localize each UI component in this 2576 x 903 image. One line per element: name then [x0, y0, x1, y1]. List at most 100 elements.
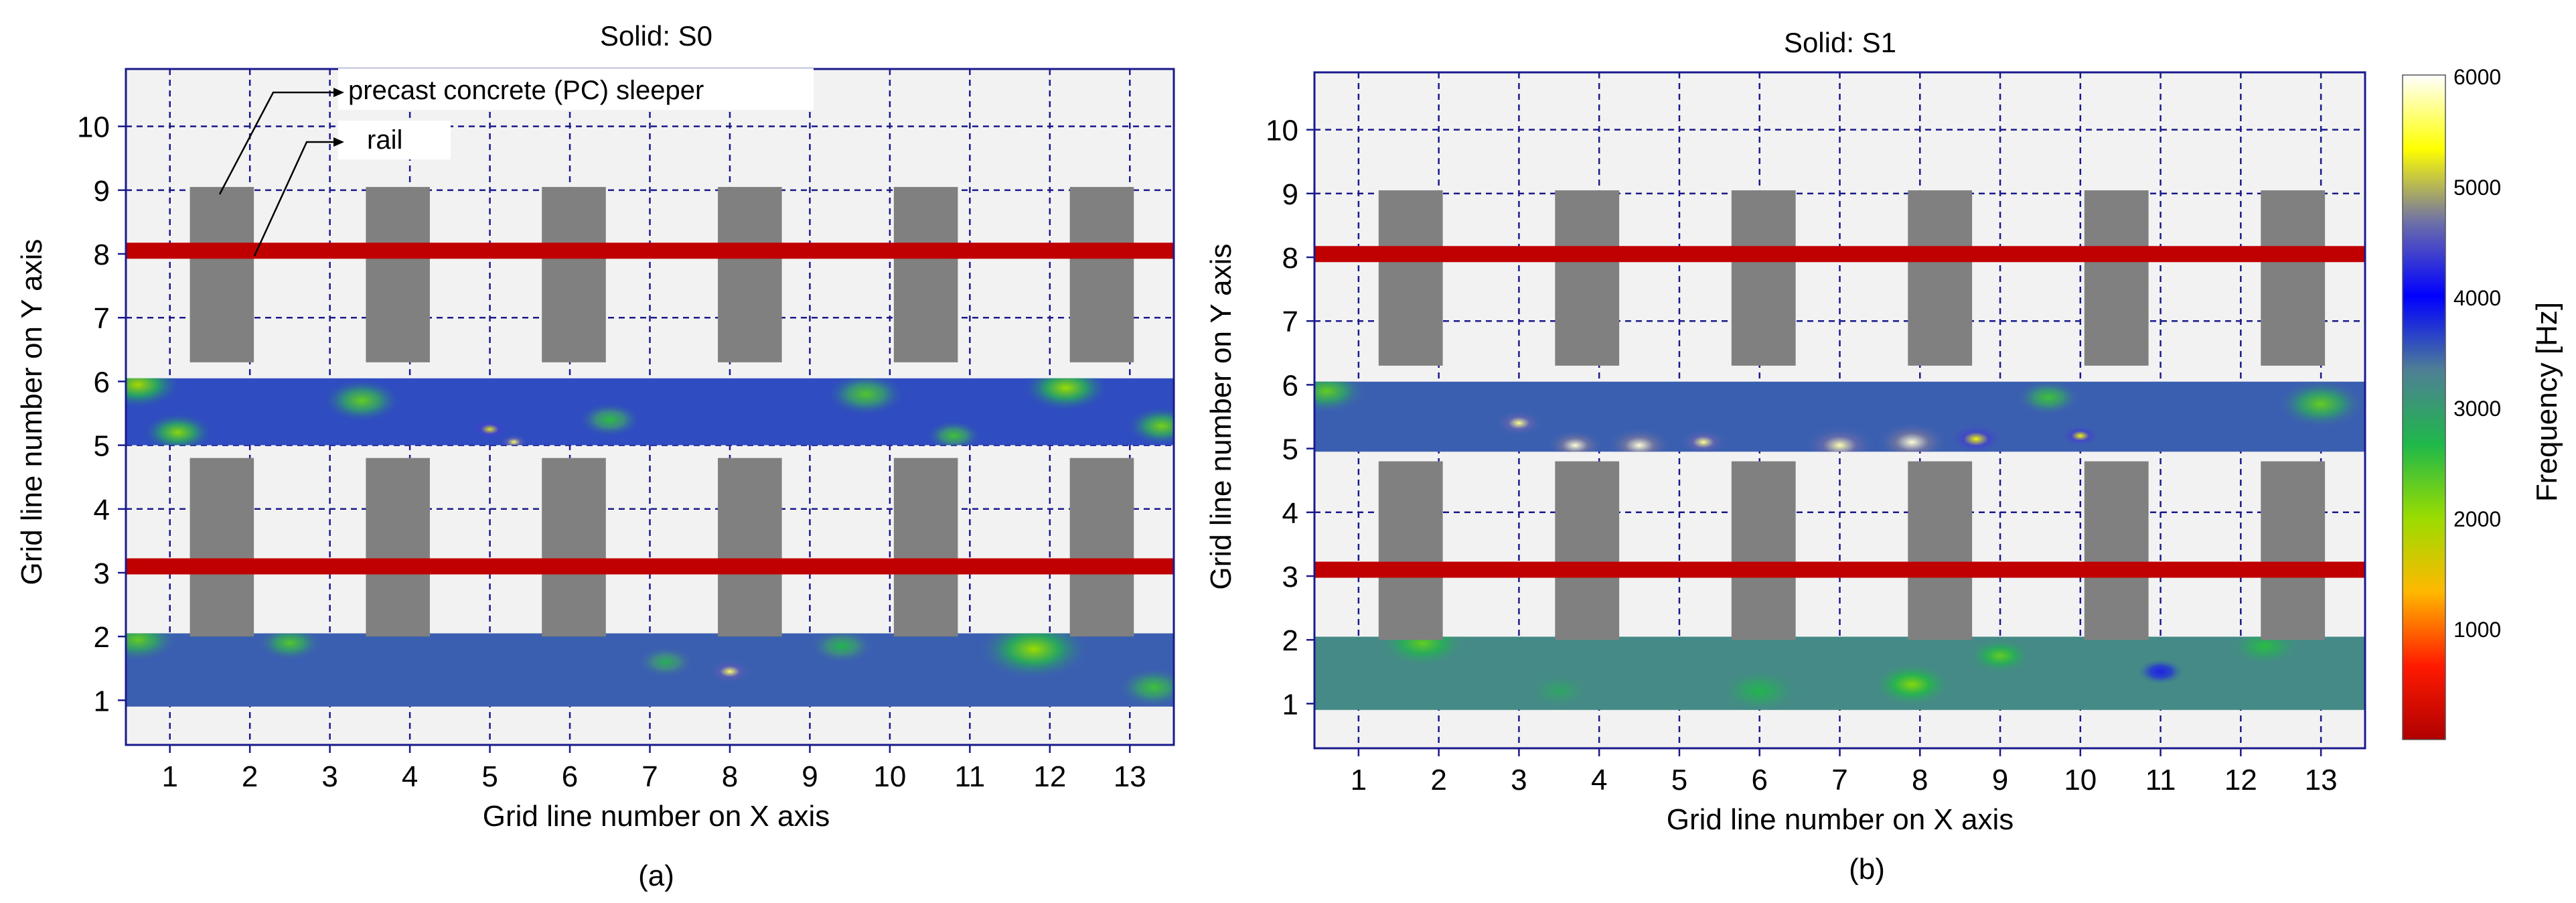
frequency-hotspot	[469, 418, 510, 441]
frequency-hotspot	[707, 659, 753, 684]
pc-sleeper	[1731, 461, 1796, 640]
panel-b: Solid: S1 Grid line number on X axis Gri…	[1205, 27, 2366, 886]
y-tick-label: 9	[94, 175, 110, 208]
pc-sleeper	[2084, 461, 2149, 640]
x-tick-label: 2	[242, 760, 258, 793]
pc-sleeper	[893, 187, 958, 362]
frequency-hotspot	[2060, 425, 2101, 447]
x-tick-label: 3	[1511, 764, 1527, 796]
sleeper-annotation-box	[338, 68, 814, 110]
frequency-hotspot	[978, 633, 1090, 681]
frequency-hotspot	[1803, 425, 1876, 452]
frequency-hotspot	[2016, 381, 2080, 415]
frequency-hotspot	[577, 402, 642, 437]
y-tick-label: 4	[94, 494, 110, 527]
colorbar-tick-label: 4000	[2453, 286, 2501, 310]
pc-sleeper	[542, 458, 606, 637]
rail	[1314, 246, 2365, 263]
x-tick-label: 5	[1671, 764, 1687, 796]
x-tick-label: 2	[1430, 764, 1446, 796]
pc-sleeper	[2261, 190, 2326, 366]
pc-sleeper	[1069, 187, 1134, 362]
frequency-hotspot	[1378, 636, 1467, 668]
colorbar-tick-label: 6000	[2453, 65, 2501, 89]
annotations: precast concrete (PC) sleeper rail	[218, 68, 814, 257]
y-tick-label: 3	[94, 557, 110, 590]
y-axis-label: Grid line number on Y axis	[15, 239, 48, 585]
frequency-hotspot	[499, 434, 528, 445]
pc-sleeper	[190, 458, 254, 637]
pc-sleeper	[718, 458, 782, 637]
frequency-hotspot	[810, 633, 874, 664]
subplot-label: (b)	[1849, 853, 1885, 886]
colorbar: 6000 5000 4000 3000 2000 1000 Frequency …	[2402, 65, 2563, 740]
frequency-hotspot	[1314, 381, 1367, 413]
frequency-hotspot	[126, 378, 182, 409]
x-tick-label: 7	[641, 760, 658, 793]
frequency-hotspot	[637, 646, 694, 678]
frequency-hotspot	[2228, 636, 2301, 667]
x-tick-label: 12	[1033, 760, 1066, 793]
pc-sleeper	[1908, 461, 1973, 640]
y-tick-label: 6	[94, 366, 110, 399]
x-tick-label: 12	[2224, 764, 2257, 796]
x-tick-label: 8	[1912, 764, 1928, 796]
rail	[1314, 561, 2365, 578]
colorbar-tick-label: 5000	[2453, 176, 2501, 200]
frequency-hotspot	[1872, 662, 1953, 707]
pc-sleeper	[366, 187, 430, 362]
rail-annotation-label: rail	[367, 125, 402, 155]
x-tick-label: 4	[402, 760, 418, 793]
sleeper-leader-arrowhead	[333, 88, 344, 97]
rail-leader-arrowhead	[333, 137, 344, 147]
y-tick-label: 9	[1282, 178, 1298, 211]
x-tick-label: 5	[481, 760, 498, 793]
x-tick-label: 7	[1831, 764, 1847, 796]
pc-sleeper	[893, 458, 958, 637]
pc-sleeper	[1731, 190, 1796, 366]
x-tick-label: 11	[2145, 764, 2176, 796]
y-tick-label: 10	[1266, 115, 1298, 147]
pc-sleeper	[1069, 458, 1134, 637]
x-tick-label: 10	[2064, 764, 2097, 796]
x-axis-label: Grid line number on X axis	[483, 800, 830, 833]
x-tick-label: 4	[1591, 764, 1607, 796]
frequency-hotspot	[1495, 409, 1543, 437]
x-tick-label: 8	[722, 760, 738, 793]
sleeper-leader-line	[218, 91, 333, 195]
x-tick-label: 6	[562, 760, 578, 793]
y-tick-label: 6	[1282, 369, 1298, 402]
x-tick-label: 1	[161, 760, 177, 793]
pc-sleeper	[542, 187, 606, 362]
pc-sleeper	[1378, 190, 1443, 366]
frequency-hotspot	[826, 378, 906, 417]
frequency-hotspot	[2136, 658, 2185, 685]
x-tick-label: 13	[2305, 764, 2338, 796]
y-tick-label: 5	[1282, 433, 1298, 466]
x-tick-label: 1	[1351, 764, 1367, 796]
y-tick-label: 3	[1282, 561, 1298, 594]
y-tick-label: 1	[1282, 688, 1298, 721]
x-tick-label: 10	[873, 760, 906, 793]
y-tick-label: 8	[1282, 242, 1298, 275]
pc-sleeper	[718, 187, 782, 362]
pc-sleeper	[2084, 190, 2149, 366]
pc-sleeper	[366, 458, 430, 637]
frequency-hotspot	[1968, 638, 2032, 674]
y-tick-label: 8	[94, 238, 110, 271]
chart-title: Solid: S1	[1784, 27, 1896, 58]
frequency-hotspot	[1547, 429, 1604, 452]
y-tick-label: 10	[77, 111, 110, 144]
frequency-hotspot	[321, 378, 402, 423]
x-tick-label: 9	[1992, 764, 2008, 796]
x-tick-label: 11	[955, 760, 986, 793]
pc-sleeper	[1555, 461, 1620, 640]
frequency-hotspot	[1679, 429, 1728, 452]
colorbar-gradient	[2402, 74, 2446, 740]
sleeper-annotation-label: precast concrete (PC) sleeper	[348, 76, 704, 105]
y-tick-label: 7	[1282, 305, 1298, 338]
frequency-band	[126, 378, 1174, 445]
y-axis-label: Grid line number on Y axis	[1205, 244, 1237, 590]
frequency-hotspot	[1022, 378, 1110, 413]
